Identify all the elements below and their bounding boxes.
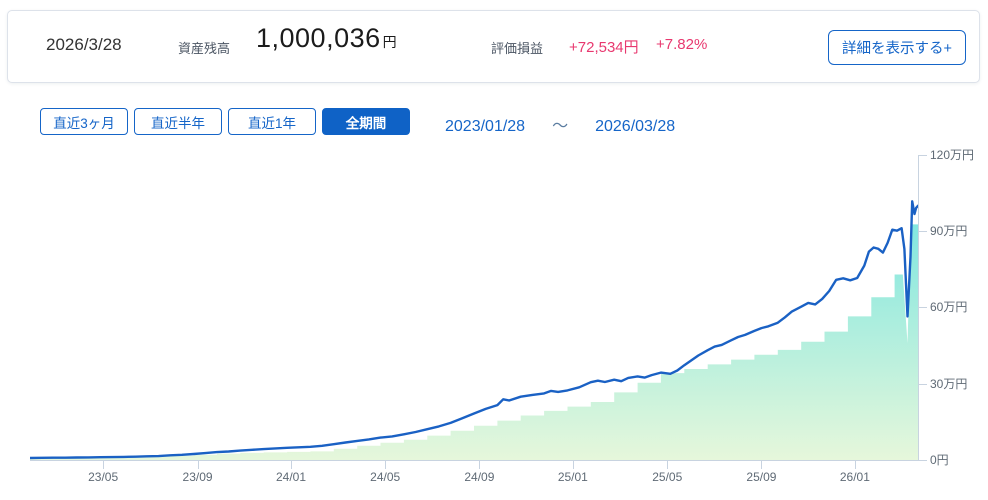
x-axis-label: 25/05 — [652, 470, 683, 484]
period-button-1y[interactable]: 直近1年 — [228, 108, 316, 135]
balance-amount: 1,000,036 — [256, 23, 381, 53]
x-axis-label: 24/09 — [464, 470, 495, 484]
y-axis-label: 90万円 — [930, 224, 968, 239]
summary-date: 2026/3/28 — [46, 35, 122, 54]
principal-area-series — [30, 224, 918, 460]
y-tick-mark — [918, 307, 927, 309]
x-axis-label: 23/09 — [182, 470, 213, 484]
y-tick-mark — [918, 154, 927, 156]
x-axis-label: 24/01 — [276, 470, 307, 484]
range-start-date[interactable]: 2023/01/28 — [445, 118, 526, 135]
x-axis-label: 23/05 — [88, 470, 119, 484]
balance-unit: 円 — [382, 34, 398, 50]
chart-canvas[interactable] — [30, 150, 918, 461]
x-tick-mark — [854, 461, 856, 469]
x-tick-mark — [385, 461, 387, 469]
y-axis-label: 0円 — [930, 453, 949, 467]
x-tick-mark — [761, 461, 763, 469]
x-axis-label: 26/01 — [839, 470, 870, 484]
range-separator: ～ — [552, 118, 569, 135]
x-tick-mark — [197, 461, 199, 469]
period-button-3m[interactable]: 直近3ヶ月 — [40, 108, 128, 135]
period-button-all[interactable]: 全期間 — [322, 108, 410, 135]
date-range: 2023/01/28 ～ 2026/03/28 — [445, 112, 675, 136]
balance-line-series — [30, 200, 918, 460]
profit-loss-amount: +72,534円 — [569, 39, 639, 56]
x-tick-mark — [103, 461, 105, 469]
balance-value: 1,000,036 円 — [256, 23, 397, 54]
y-tick-mark — [918, 231, 927, 233]
y-tick-mark — [918, 383, 927, 385]
y-axis-label: 120万円 — [930, 147, 975, 162]
x-tick-mark — [291, 461, 293, 469]
profit-loss-label: 評価損益 — [491, 41, 544, 56]
period-filter-group: 直近3ヶ月 直近半年 直近1年 全期間 — [40, 108, 410, 135]
range-end-date[interactable]: 2026/03/28 — [595, 118, 676, 135]
balance-label: 資産残高 — [178, 41, 231, 56]
x-axis-label: 25/09 — [746, 470, 777, 484]
x-tick-mark — [572, 461, 574, 469]
y-tick-mark — [918, 460, 927, 461]
x-tick-mark — [667, 461, 669, 469]
x-axis-line — [30, 460, 927, 461]
asset-chart: 0円 30万円 60万円 90万円 120万円 23/05 23/09 24/01 24/05 2… — [0, 140, 988, 500]
profit-loss-percent: +7.82% — [656, 36, 708, 53]
period-button-6m[interactable]: 直近半年 — [134, 108, 222, 135]
y-axis-label: 60万円 — [930, 300, 968, 315]
x-tick-mark — [479, 461, 481, 469]
y-axis-label: 30万円 — [930, 376, 968, 391]
x-axis-label: 24/05 — [370, 470, 401, 484]
summary-card: 2026/3/28 資産残高 1,000,036 円 評価損益 +72,534円 … — [7, 10, 980, 83]
show-details-button[interactable]: 詳細を表示する+ — [828, 30, 966, 65]
x-axis-label: 25/01 — [557, 470, 588, 484]
